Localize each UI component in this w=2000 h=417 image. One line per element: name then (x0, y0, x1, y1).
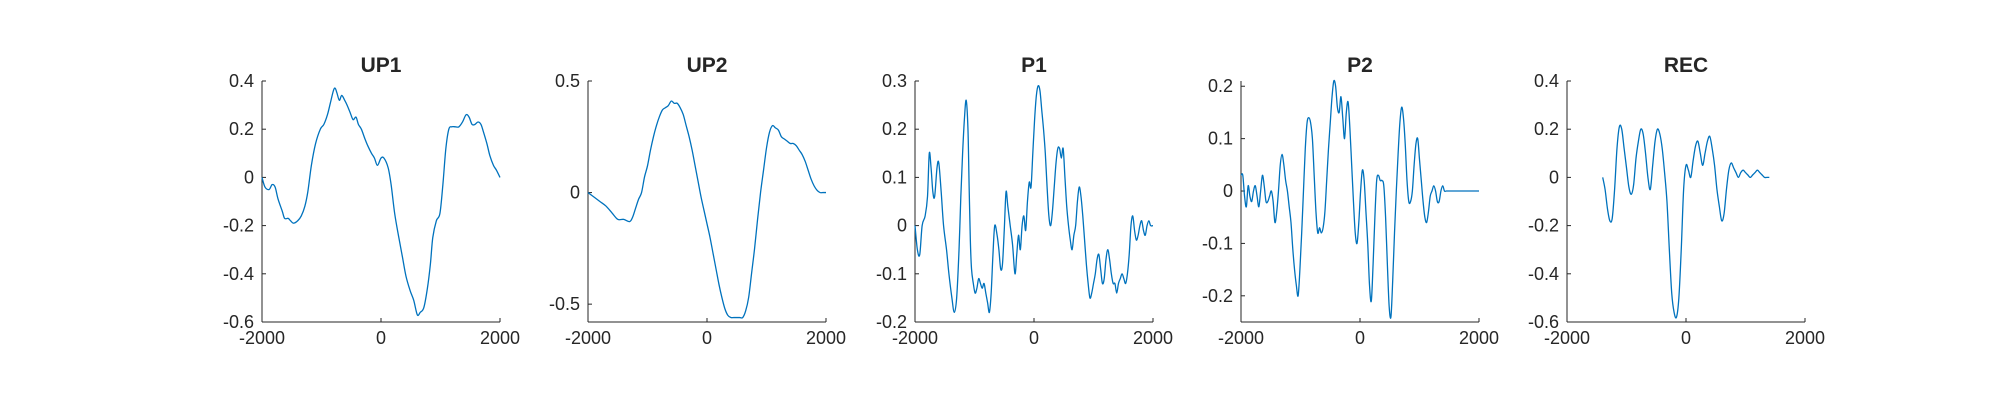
y-tick-label: 0.2 (1208, 76, 1233, 96)
y-tick-label: 0.1 (882, 167, 907, 187)
y-tick-label: 0.2 (882, 119, 907, 139)
y-tick-label: -0.1 (1202, 233, 1233, 253)
panel-up2: UP2 -0.5 0 0.5 -2000 0 2000 (549, 54, 846, 348)
x-tick-label: 2000 (480, 328, 520, 348)
x-tick-label: -2000 (565, 328, 611, 348)
y-tick-label: -0.1 (876, 264, 907, 284)
y-tick-label: -0.2 (223, 216, 254, 236)
panel-title: P2 (1347, 54, 1373, 77)
panel-rec: REC -0.6 -0.4 -0.2 0 0.2 0.4 -2000 0 2000 (1528, 54, 1825, 348)
y-tick-label: 0.1 (1208, 129, 1233, 149)
series-line (1602, 124, 1770, 319)
y-tick-label: 0.3 (882, 71, 907, 91)
panel-title: UP1 (361, 54, 402, 77)
x-tick-label: 0 (1029, 328, 1039, 348)
y-tick-label: -0.2 (876, 312, 907, 332)
y-tick-label: 0 (1223, 181, 1233, 201)
y-tick-label: 0.4 (229, 71, 254, 91)
y-tick-label: 0.4 (1534, 71, 1559, 91)
y-tick-label: 0 (897, 216, 907, 236)
panel-title: UP2 (687, 54, 728, 77)
panel-p2: P2 -0.2 -0.1 0 0.1 0.2 -2000 0 2000 (1202, 54, 1499, 348)
series-line (587, 100, 826, 319)
y-tick-label: -0.2 (1528, 216, 1559, 236)
x-tick-label: -2000 (1544, 328, 1590, 348)
x-tick-label: -2000 (1218, 328, 1264, 348)
x-tick-label: 0 (1681, 328, 1691, 348)
y-tick-label: 0.5 (555, 71, 580, 91)
panel-up1: UP1 -0.6 -0.4 -0.2 0 0.2 0.4 -2000 0 2000 (223, 54, 520, 348)
series-line (1240, 79, 1479, 319)
panel-p1: P1 -0.2 -0.1 0 0.1 0.2 0.3 -2000 0 2000 (876, 54, 1173, 348)
panel-title: REC (1664, 54, 1708, 77)
x-tick-label: 2000 (1785, 328, 1825, 348)
x-tick-label: 0 (1355, 328, 1365, 348)
x-tick-label: 2000 (806, 328, 846, 348)
y-tick-label: 0.2 (229, 119, 254, 139)
y-tick-label: -0.6 (223, 312, 254, 332)
y-tick-label: 0 (570, 183, 580, 203)
x-tick-label: 0 (702, 328, 712, 348)
y-tick-label: 0 (1549, 167, 1559, 187)
y-tick-label: -0.4 (223, 264, 254, 284)
y-tick-label: 0 (244, 167, 254, 187)
series-line (261, 87, 501, 317)
y-tick-label: 0.2 (1534, 119, 1559, 139)
panel-title: P1 (1021, 54, 1047, 77)
x-tick-label: 0 (376, 328, 386, 348)
y-tick-label: -0.2 (1202, 286, 1233, 306)
y-tick-label: -0.4 (1528, 264, 1559, 284)
y-tick-label: -0.6 (1528, 312, 1559, 332)
x-tick-label: -2000 (239, 328, 285, 348)
x-tick-label: 2000 (1459, 328, 1499, 348)
series-line (914, 84, 1154, 314)
x-tick-label: 2000 (1133, 328, 1173, 348)
x-tick-label: -2000 (892, 328, 938, 348)
y-tick-label: -0.5 (549, 294, 580, 314)
